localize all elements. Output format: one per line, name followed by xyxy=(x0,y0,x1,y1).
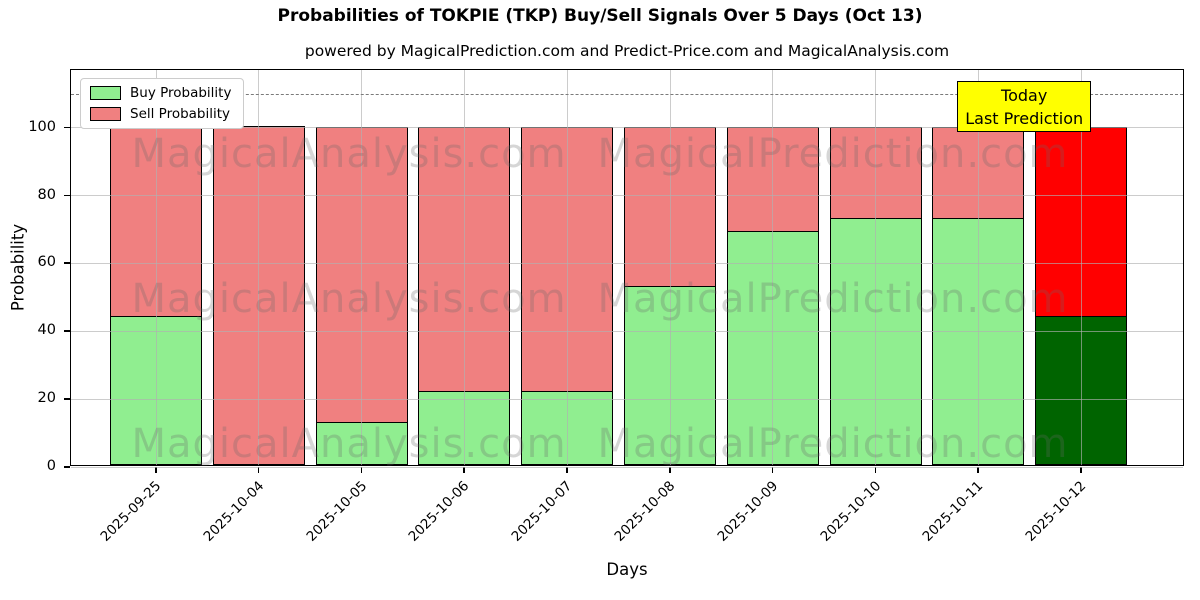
x-tick-mark xyxy=(977,467,979,473)
x-tick-label-2025-10-12: 2025-10-12 xyxy=(1022,478,1090,545)
gridline-v-2025-10-06 xyxy=(463,70,465,465)
x-tick-mark xyxy=(463,467,465,473)
gridline-v-2025-10-12 xyxy=(1080,70,1082,465)
x-tick-label-2025-10-10: 2025-10-10 xyxy=(817,478,884,545)
gridline-v-2025-10-08 xyxy=(669,70,671,465)
today-annotation-line2: Last Prediction xyxy=(965,109,1084,128)
x-tick-mark xyxy=(771,467,774,473)
x-tick-mark xyxy=(566,467,568,473)
gridline-v-2025-10-10 xyxy=(875,70,877,465)
x-tick-label-2025-09-25: 2025-09-25 xyxy=(97,478,165,545)
gridline-h-100 xyxy=(71,127,1183,129)
x-tick-mark xyxy=(1080,467,1082,473)
y-tick-label-20: 20 xyxy=(37,390,56,407)
gridline-h-80 xyxy=(71,195,1183,197)
y-tick-label-0: 0 xyxy=(46,458,56,474)
watermark-analysis-row3: MagicalAnalysis.com xyxy=(131,421,567,467)
watermark-prediction-row2: MagicalPrediction.com xyxy=(597,276,1069,322)
x-tick-mark xyxy=(155,467,157,473)
x-tick-label-2025-10-05: 2025-10-05 xyxy=(303,478,370,545)
gridline-v-2025-10-05 xyxy=(361,70,363,465)
x-tick-label-2025-10-04: 2025-10-04 xyxy=(200,478,268,545)
chart-subtitle: powered by MagicalPrediction.com and Pre… xyxy=(304,42,950,60)
y-tick-label-80: 80 xyxy=(37,186,56,203)
legend-item-buy: Buy Probability xyxy=(90,85,231,101)
watermark-analysis-row2: MagicalAnalysis.com xyxy=(131,276,567,322)
gridline-v-2025-10-07 xyxy=(566,70,568,465)
dashed-threshold-line xyxy=(71,93,1183,95)
x-tick-mark xyxy=(669,467,671,473)
x-tick-label-2025-10-07: 2025-10-07 xyxy=(508,478,576,545)
gridline-h-40 xyxy=(71,330,1183,332)
legend-label-buy: Buy Probability xyxy=(130,85,232,101)
x-tick-mark xyxy=(257,467,260,473)
watermark-prediction-row1: MagicalPrediction.com xyxy=(597,131,1069,177)
legend: Buy Probability Sell Probability xyxy=(80,78,245,129)
gridline-h-60 xyxy=(71,262,1183,264)
y-tick-mark xyxy=(64,262,70,264)
y-tick-mark xyxy=(64,466,70,468)
watermark-analysis-row1: MagicalAnalysis.com xyxy=(131,131,567,177)
x-tick-label-2025-10-11: 2025-10-11 xyxy=(919,478,987,545)
gridline-h-20 xyxy=(71,398,1183,400)
watermark-prediction-row3: MagicalPrediction.com xyxy=(597,421,1069,467)
x-tick-mark xyxy=(360,467,363,473)
y-tick-mark xyxy=(64,330,70,332)
gridline-v-2025-10-09 xyxy=(772,70,774,465)
x-tick-label-2025-10-09: 2025-10-09 xyxy=(714,478,782,545)
sell-color-swatch xyxy=(90,107,121,121)
y-tick-mark xyxy=(64,194,70,197)
y-tick-label-40: 40 xyxy=(37,322,56,339)
today-annotation-line1: Today xyxy=(1001,86,1048,105)
chart-title: Probabilities of TOKPIE (TKP) Buy/Sell S… xyxy=(277,6,923,26)
legend-label-sell: Sell Probability xyxy=(130,106,231,122)
x-axis-title: Days xyxy=(606,560,648,579)
x-tick-mark xyxy=(874,467,877,473)
gridline-v-2025-10-11 xyxy=(977,70,979,465)
gridline-h-0 xyxy=(71,466,1183,468)
today-annotation: Today Last Prediction xyxy=(957,81,1092,132)
legend-item-sell: Sell Probability xyxy=(90,106,231,122)
y-tick-mark xyxy=(64,126,70,129)
gridline-v-2025-09-25 xyxy=(155,70,157,465)
y-tick-label-100: 100 xyxy=(28,118,56,135)
y-tick-label-60: 60 xyxy=(37,254,56,271)
x-tick-label-2025-10-08: 2025-10-08 xyxy=(611,478,679,545)
plot-area: Buy Probability Sell Probability Today L… xyxy=(70,69,1184,468)
gridline-v-2025-10-04 xyxy=(258,70,260,465)
x-tick-label-2025-10-06: 2025-10-06 xyxy=(405,478,473,545)
y-tick-mark xyxy=(64,398,70,400)
buy-color-swatch xyxy=(90,86,121,100)
